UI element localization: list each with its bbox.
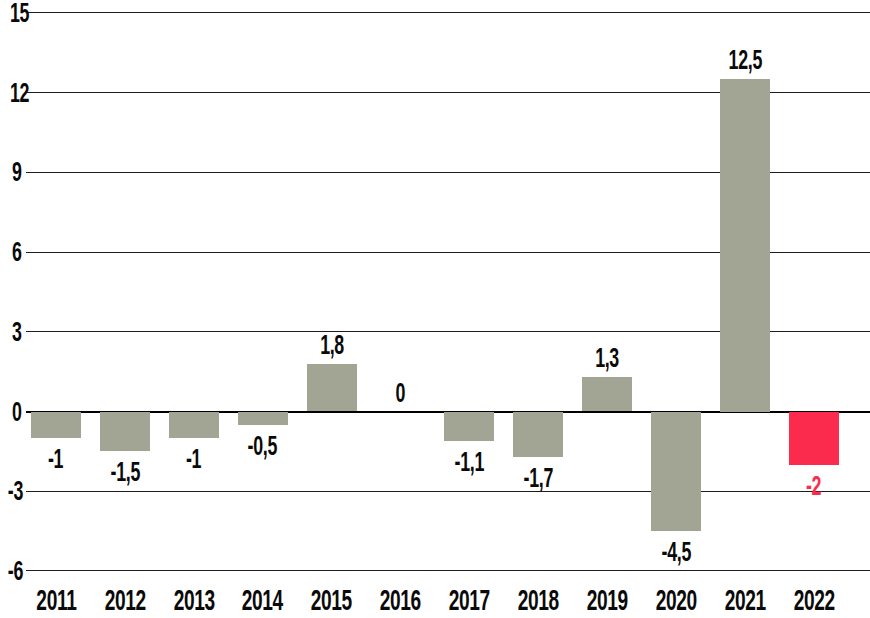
labels-layer: -12011-1,52012-12013-0,520141,8201502016… — [0, 0, 870, 618]
bar-value-label-2015: 1,8 — [287, 332, 377, 359]
bar-chart: 15129630-3-6 -12011-1,52012-12013-0,5201… — [0, 0, 870, 618]
bar-value-label-2016: 0 — [356, 380, 446, 407]
x-axis-label-2022: 2022 — [769, 585, 859, 615]
bar-value-label-2019: 1,3 — [562, 345, 652, 372]
bar-value-label-2021: 12,5 — [700, 47, 790, 74]
bar-value-label-2014: -0,5 — [218, 433, 308, 460]
bar-value-label-2020: -4,5 — [631, 539, 721, 566]
bar-value-label-2022: -2 — [769, 473, 859, 500]
bar-value-label-2018: -1,7 — [493, 465, 583, 492]
